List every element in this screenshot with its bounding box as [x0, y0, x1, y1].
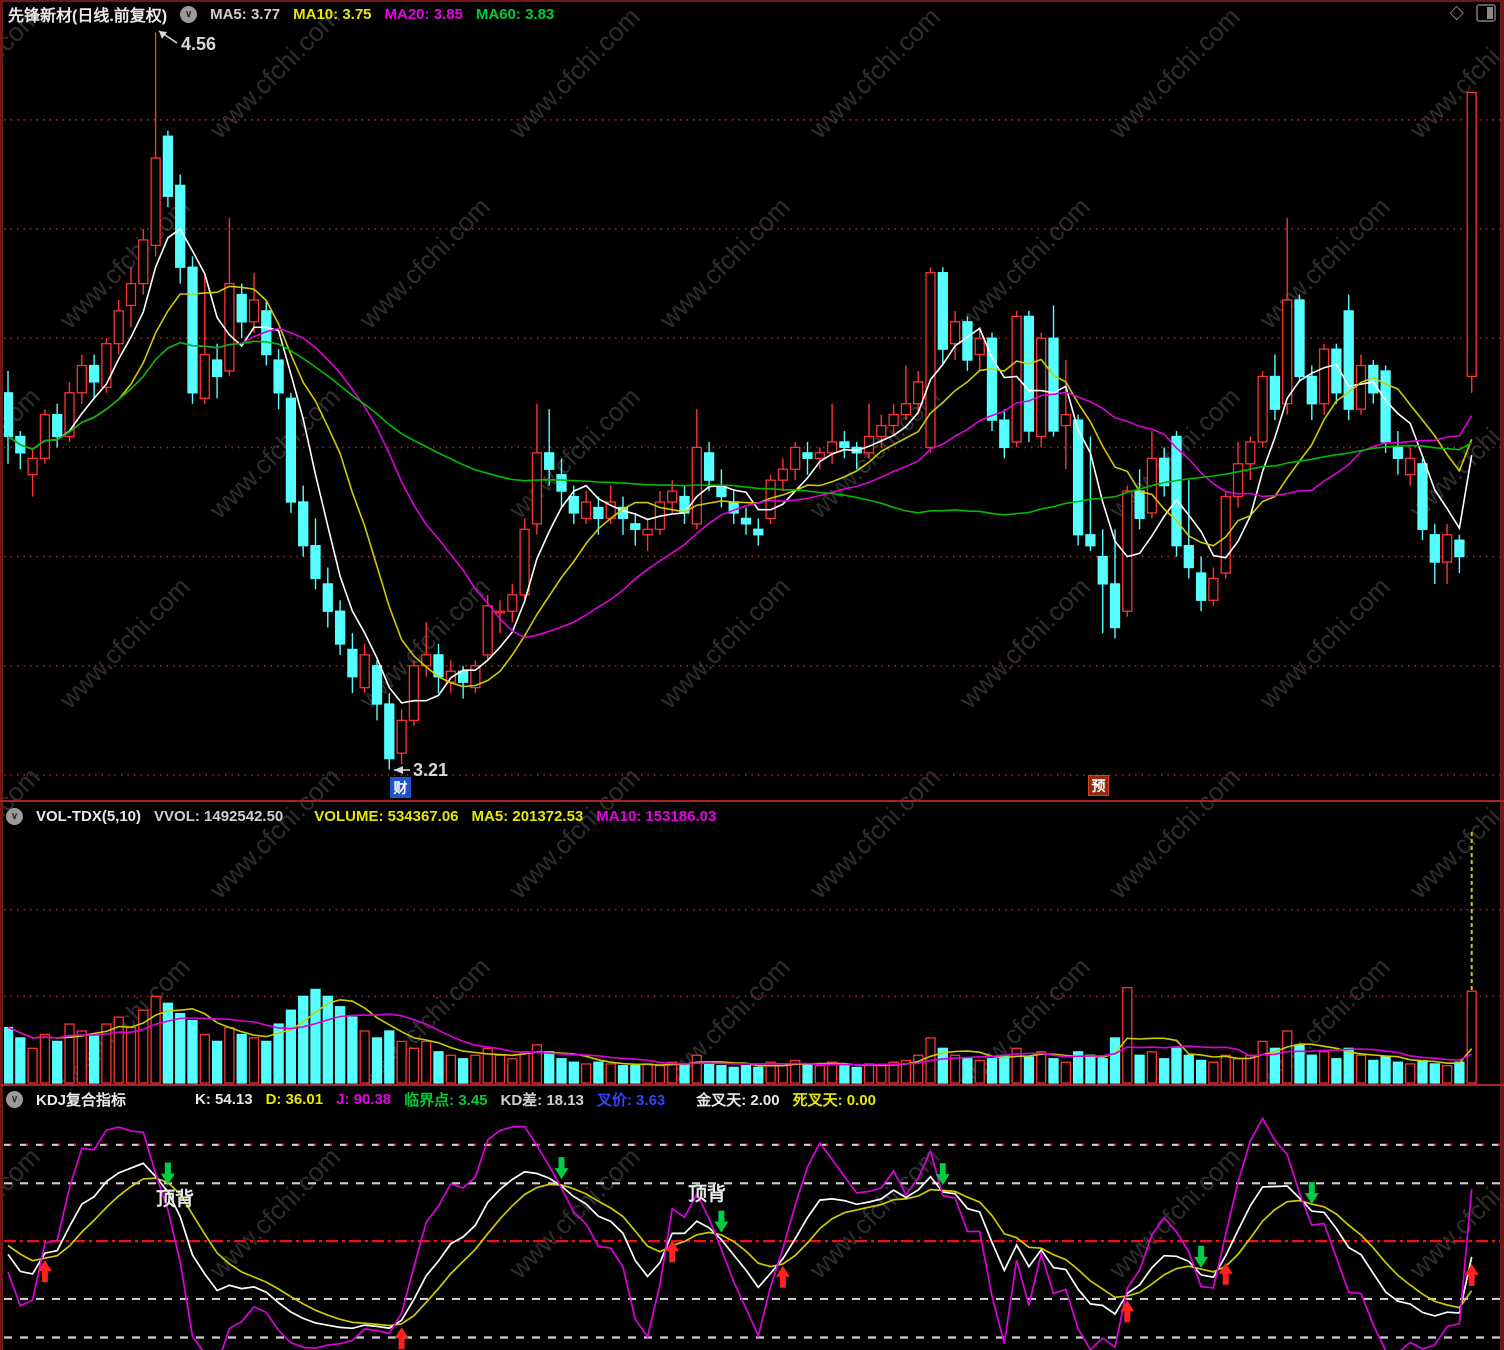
svg-text:www.cfchi.com: www.cfchi.com	[802, 1, 945, 144]
j-value: J: 90.38	[336, 1090, 392, 1108]
svg-text:www.cfchi.com: www.cfchi.com	[202, 381, 345, 524]
svg-text:www.cfchi.com: www.cfchi.com	[352, 191, 495, 334]
svg-text:www.cfchi.com: www.cfchi.com	[1402, 1141, 1504, 1284]
kdj-panel-header: ∨ KDJ复合指标 K: 54.13 D: 36.01 J: 90.38 临界点…	[6, 1087, 876, 1111]
vol-indicator-name: VOL-TDX(5,10)	[36, 807, 142, 825]
split-window-icon[interactable]	[1476, 3, 1496, 22]
ma20-value: MA20: 3.85	[384, 5, 463, 23]
window-controls: ◇	[1449, 3, 1496, 22]
vol-ma10-value: MA10: 153186.03	[596, 807, 717, 825]
ma5-value: MA5: 3.77	[210, 5, 281, 23]
svg-text:www.cfchi.com: www.cfchi.com	[1402, 761, 1504, 904]
diamond-icon[interactable]: ◇	[1449, 2, 1464, 23]
kd-diff-value: KD差: 18.13	[500, 1091, 584, 1109]
ma10-value: MA10: 3.75	[293, 5, 372, 23]
k-value: K: 54.13	[195, 1090, 253, 1108]
kdj-indicator-name: KDJ复合指标	[36, 1091, 127, 1109]
vol-ma5-value: MA5: 201372.53	[471, 807, 584, 825]
svg-text:www.cfchi.com: www.cfchi.com	[202, 761, 345, 904]
svg-text:www.cfchi.com: www.cfchi.com	[502, 761, 645, 904]
volume-panel-header: ∨ VOL-TDX(5,10) VVOL: 1492542.50 VOLUME:…	[6, 804, 716, 828]
svg-text:www.cfchi.com: www.cfchi.com	[52, 191, 195, 334]
collapse-chevron-icon[interactable]: ∨	[6, 807, 23, 825]
svg-text:www.cfchi.com: www.cfchi.com	[952, 571, 1095, 714]
svg-text:www.cfchi.com: www.cfchi.com	[52, 571, 195, 714]
svg-text:4.56: 4.56	[181, 34, 216, 54]
stock-title: 先锋新材(日线.前复权)	[8, 8, 168, 25]
volume-value: VOLUME: 534367.06	[314, 807, 459, 825]
vvol-value: VVOL: 1492542.50	[154, 807, 284, 825]
svg-text:www.cfchi.com: www.cfchi.com	[1102, 1141, 1245, 1284]
svg-text:顶背: 顶背	[156, 1187, 194, 1210]
svg-text:www.cfchi.com: www.cfchi.com	[652, 571, 795, 714]
yu-marker-badge[interactable]: 预	[1088, 775, 1109, 796]
golden-cross-days: 金叉天: 2.00	[696, 1091, 780, 1109]
cai-marker-badge[interactable]: 财	[390, 777, 411, 798]
chajia-value: 叉价: 3.63	[596, 1091, 666, 1109]
svg-text:www.cfchi.com: www.cfchi.com	[802, 761, 945, 904]
main-chart-header: 先锋新材(日线.前复权) ∨ MA5: 3.77 MA10: 3.75 MA20…	[8, 2, 554, 26]
death-cross-days: 死叉天: 0.00	[792, 1091, 876, 1109]
svg-text:www.cfchi.com: www.cfchi.com	[202, 1141, 345, 1284]
svg-text:顶背: 顶背	[688, 1182, 726, 1205]
linjiedian-value: 临界点: 3.45	[404, 1091, 488, 1109]
svg-text:3.21: 3.21	[413, 760, 448, 780]
svg-text:www.cfchi.com: www.cfchi.com	[1102, 761, 1245, 904]
svg-text:www.cfchi.com: www.cfchi.com	[652, 191, 795, 334]
ma60-value: MA60: 3.83	[475, 5, 555, 23]
svg-text:www.cfchi.com: www.cfchi.com	[1252, 191, 1395, 334]
svg-text:www.cfchi.com: www.cfchi.com	[1102, 1, 1245, 144]
collapse-chevron-icon[interactable]: ∨	[180, 5, 198, 23]
svg-text:www.cfchi.com: www.cfchi.com	[0, 761, 46, 904]
svg-text:www.cfchi.com: www.cfchi.com	[1252, 571, 1395, 714]
d-value: D: 36.01	[265, 1090, 324, 1108]
collapse-chevron-icon[interactable]: ∨	[6, 1090, 23, 1108]
svg-text:www.cfchi.com: www.cfchi.com	[952, 191, 1095, 334]
